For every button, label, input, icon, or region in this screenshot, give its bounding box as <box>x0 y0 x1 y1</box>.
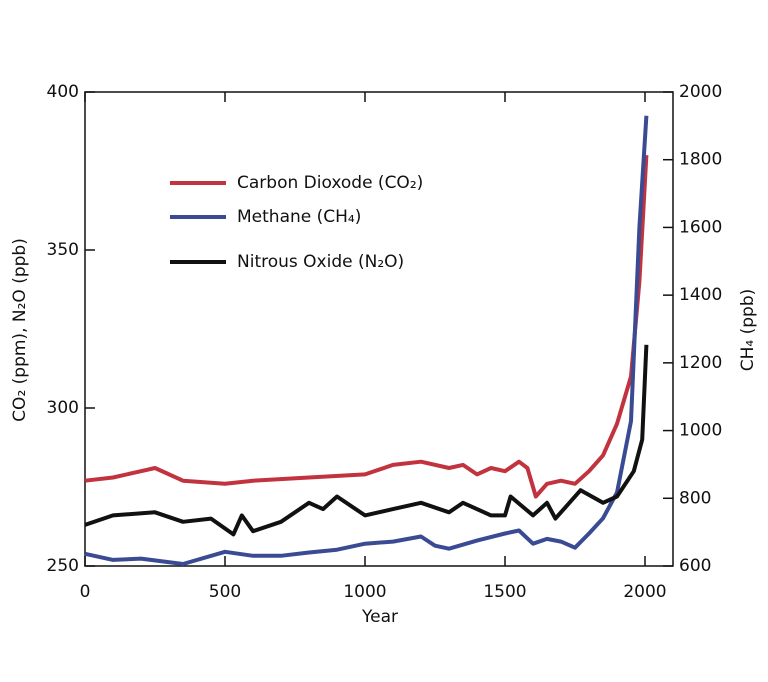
series-line <box>84 155 649 499</box>
y2-tick-label: 1400 <box>679 285 722 305</box>
plot-frame <box>84 91 674 567</box>
series-line <box>84 344 649 537</box>
x-tick-label: 1500 <box>483 582 526 602</box>
x-tick-label: 0 <box>80 582 91 602</box>
y2-tick-label: 1000 <box>679 421 722 441</box>
y2-tick-label: 1800 <box>679 150 722 170</box>
x-axis-label: Year <box>361 607 398 627</box>
y2-axis-label: CH₄ (ppb) <box>738 289 758 372</box>
y2-tick-label: 1600 <box>679 217 722 237</box>
y-tick-label: 300 <box>47 398 79 418</box>
y2-tick-label: 1200 <box>679 353 722 373</box>
x-tick-label: 1000 <box>343 582 386 602</box>
y-tick-label: 400 <box>47 82 79 102</box>
x-tick-label: 500 <box>209 582 241 602</box>
y2-tick-label: 2000 <box>679 82 722 102</box>
legend-label: Carbon Dioxode (CO₂) <box>237 173 423 193</box>
y-tick-label: 250 <box>47 556 79 576</box>
y-tick-label: 350 <box>47 240 79 260</box>
y-axis-label: CO₂ (ppm), N₂O (ppb) <box>10 238 30 422</box>
y2-tick-label: 800 <box>679 488 711 508</box>
y2-tick-label: 600 <box>679 556 711 576</box>
legend-label: Methane (CH₄) <box>237 207 361 227</box>
legend-label: Nitrous Oxide (N₂O) <box>237 252 404 272</box>
x-tick-label: 2000 <box>623 582 666 602</box>
series-line <box>84 115 649 566</box>
